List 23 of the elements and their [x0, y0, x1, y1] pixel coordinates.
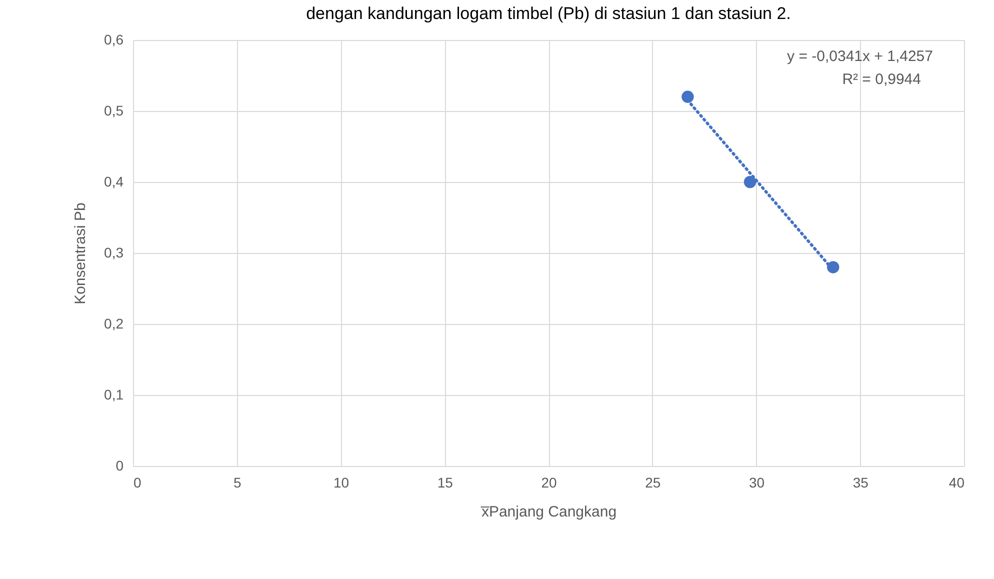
- x-tick-label: 35: [852, 474, 869, 490]
- x-axis-title: x̅Panjang Cangkang: [480, 504, 617, 520]
- y-tick-label: 0,5: [104, 102, 124, 118]
- y-tick-label: 0,6: [104, 32, 124, 48]
- chart-title: dengan kandungan logam timbel (Pb) di stasiun 1 dan stasiun 2.: [306, 4, 791, 23]
- x-tick-label: 10: [333, 474, 350, 490]
- point: [682, 90, 694, 103]
- y-axis-title: Konsentrasi Pb: [72, 202, 90, 304]
- x-tick-label: 15: [437, 474, 454, 490]
- x-tick-label: 5: [233, 474, 242, 490]
- x-tick-label: 0: [134, 474, 142, 490]
- y-tick-label: 0,1: [104, 386, 124, 402]
- x-tick-label: 30: [748, 474, 765, 490]
- point: [744, 176, 756, 188]
- x-tick-label: 20: [541, 474, 557, 490]
- x-tick-label: 25: [645, 474, 661, 490]
- y-tick-label: 0,2: [104, 316, 124, 332]
- y-tick-label: 0,4: [104, 174, 124, 190]
- annotation: R² = 0,9944: [842, 71, 921, 88]
- x-tick-label: 40: [948, 474, 965, 490]
- y-tick-label: 0: [116, 458, 124, 474]
- y-tick-label: 0,3: [104, 244, 124, 260]
- annotation: y = -0,0341x + 1,4257: [787, 48, 933, 65]
